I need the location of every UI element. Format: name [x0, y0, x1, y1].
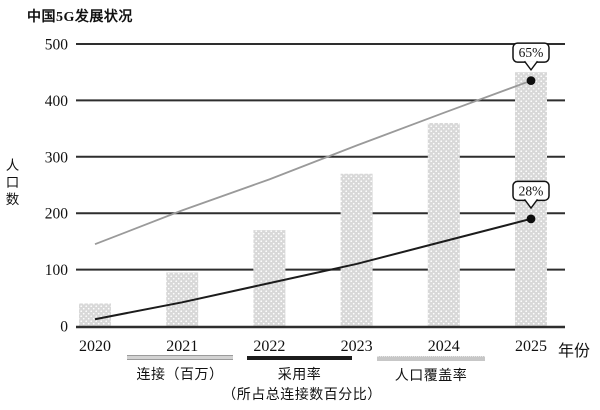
bar-series: [79, 72, 547, 328]
bar-2020: [79, 303, 111, 327]
svg-text:300: 300: [45, 149, 69, 166]
bar-2022: [253, 230, 286, 327]
legend-gray-line-swatch: [377, 356, 485, 361]
legend-item-adoption: 采用率: [247, 355, 352, 384]
endpoint-dot: [526, 76, 536, 86]
y-tick-labels: 0 100 200 300 400 500: [45, 37, 69, 336]
gridlines: [76, 43, 565, 271]
svg-text:0: 0: [60, 319, 68, 336]
svg-text:100: 100: [45, 262, 69, 279]
svg-text:2024: 2024: [428, 338, 460, 355]
chart-title: 中国5G发展状况: [27, 10, 133, 25]
svg-text:400: 400: [45, 93, 69, 110]
legend-item-coverage: 人口覆盖率: [377, 355, 485, 385]
callout-bubble: 65%: [512, 42, 550, 72]
svg-text:2021: 2021: [166, 338, 198, 355]
svg-text:2025: 2025: [515, 338, 547, 355]
x-axis-label: 年份: [558, 343, 591, 360]
legend-label: 连接（百万）: [136, 368, 224, 383]
line-series: [94, 217, 532, 321]
legend: 连接（百万） 采用率 人口覆盖率 （所占总连接数百分比）: [0, 355, 600, 407]
legend-sublabel: （所占总连接数百分比）: [222, 388, 382, 403]
svg-text:500: 500: [45, 37, 69, 54]
x-tick-labels: 2020 2021 2022 2023 2024 2025: [79, 338, 547, 355]
bar-2024: [427, 122, 460, 328]
callout-bubble: 28%: [512, 180, 550, 210]
svg-text:28%: 28%: [519, 183, 544, 198]
legend-bar-swatch: [127, 355, 233, 360]
svg-text:200: 200: [45, 206, 69, 223]
endpoint-dot: [526, 214, 536, 224]
svg-text:2023: 2023: [341, 338, 373, 355]
legend-item-connections: 连接（百万）: [127, 355, 233, 384]
legend-black-line-swatch: [247, 356, 352, 360]
svg-text:65%: 65%: [519, 45, 544, 60]
y-axis-label: 人口数: [5, 158, 20, 207]
line-series: [94, 79, 532, 246]
svg-text:2020: 2020: [79, 338, 111, 355]
svg-text:2022: 2022: [253, 338, 285, 355]
legend-label: 采用率: [277, 367, 322, 383]
legend-label: 人口覆盖率: [394, 368, 468, 384]
bar-2023: [340, 173, 373, 327]
